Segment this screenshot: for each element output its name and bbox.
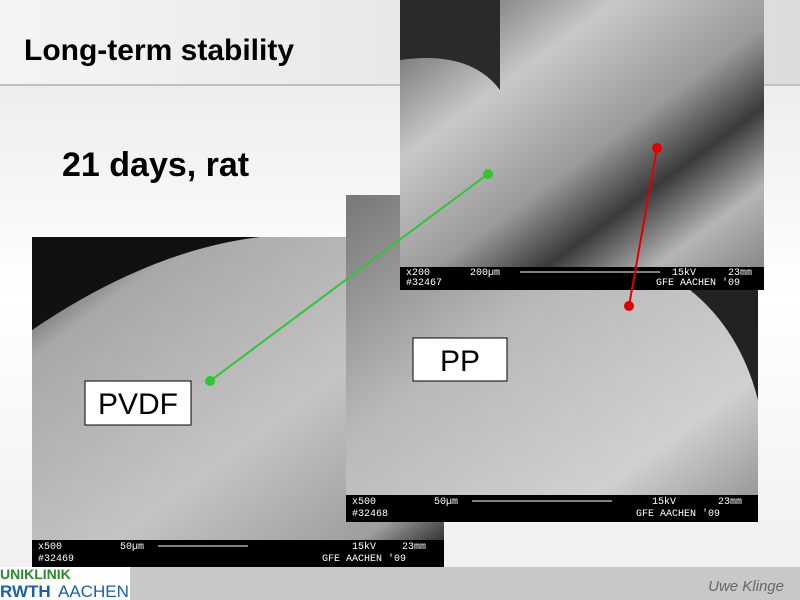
scale: 50µm xyxy=(434,497,458,508)
dot xyxy=(652,143,662,153)
lab: GFE AACHEN '09 xyxy=(636,508,720,520)
logo-aachen: AACHEN xyxy=(58,582,129,600)
dot xyxy=(624,301,634,311)
distance: 23mm xyxy=(402,542,426,553)
scale: 50µm xyxy=(120,542,144,553)
footer-band xyxy=(0,567,800,600)
image-id: #32467 xyxy=(406,278,442,289)
connector-red xyxy=(628,147,658,307)
dot xyxy=(205,376,215,386)
voltage: 15kV xyxy=(652,496,676,508)
label-box xyxy=(412,337,508,382)
logo-bg xyxy=(0,567,130,600)
distance: 23mm xyxy=(728,268,752,279)
label-box xyxy=(84,380,192,426)
image-id: #32469 xyxy=(38,554,74,565)
dot xyxy=(483,169,493,179)
lab: GFE AACHEN '09 xyxy=(656,277,740,289)
magnification: x200 xyxy=(406,268,430,279)
distance: 23mm xyxy=(718,497,742,508)
subtitle: 21 days, rat xyxy=(62,146,249,184)
voltage: 15kV xyxy=(352,541,376,553)
magnification: x500 xyxy=(38,542,62,553)
title: Long-term stability xyxy=(24,34,294,67)
label-pvdf: PVDF xyxy=(98,388,178,421)
magnification: x500 xyxy=(352,497,376,508)
author: Uwe Klinge xyxy=(708,578,784,595)
lab: GFE AACHEN '09 xyxy=(322,553,406,565)
logo-line1: UNIKLINIK xyxy=(0,566,71,582)
logo-rwth: RWTH xyxy=(0,582,51,600)
sem-image-top: x200 200µm 15kV 23mm #32467 GFE AACHEN '… xyxy=(400,0,764,290)
connector-green xyxy=(209,173,489,382)
label-pp: PP xyxy=(440,345,480,378)
voltage: 15kV xyxy=(672,267,696,279)
scale: 200µm xyxy=(470,268,500,279)
image-id: #32468 xyxy=(352,509,388,520)
